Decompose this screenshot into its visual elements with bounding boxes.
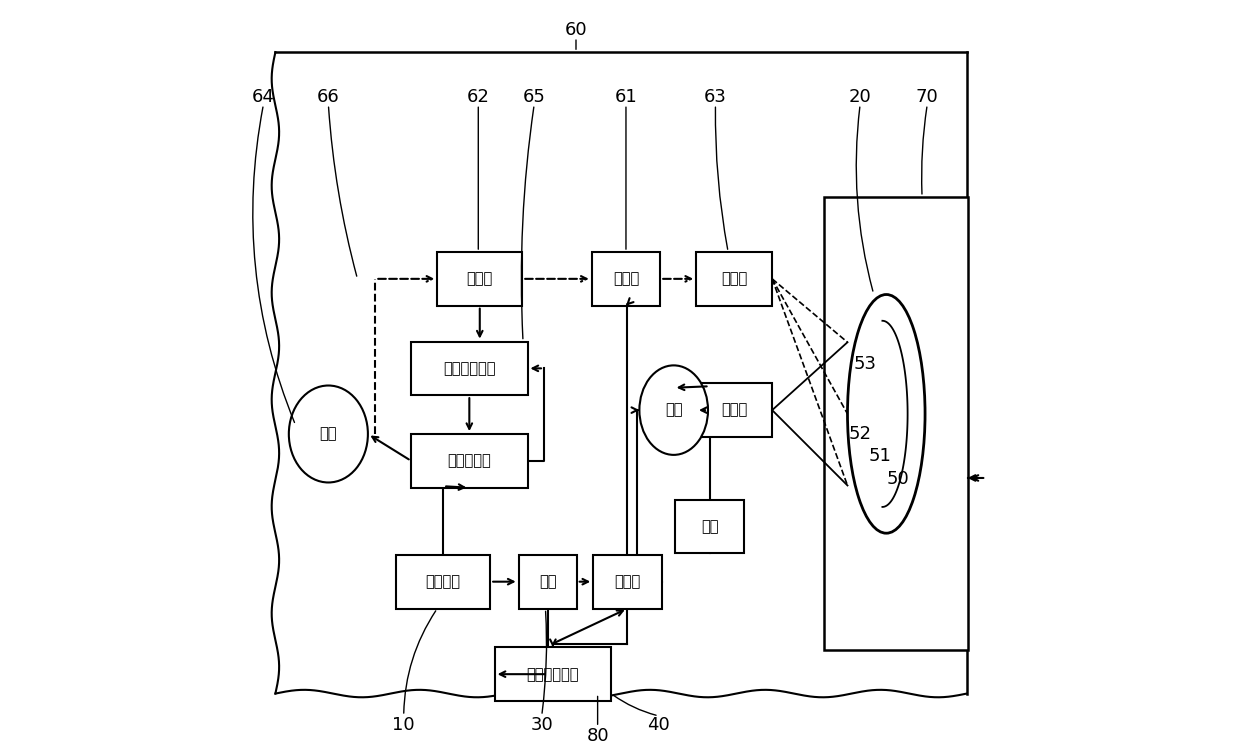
Text: 车身电源: 车身电源 bbox=[425, 574, 461, 589]
Bar bbox=[823, 197, 967, 650]
Text: 喷水嘴: 喷水嘴 bbox=[720, 403, 748, 418]
Text: 20: 20 bbox=[849, 88, 872, 106]
Ellipse shape bbox=[289, 386, 368, 482]
Text: 63: 63 bbox=[704, 88, 727, 106]
Text: 62: 62 bbox=[466, 88, 490, 106]
Text: 储气罐: 储气罐 bbox=[466, 271, 494, 286]
Bar bbox=[412, 434, 527, 488]
Text: 30: 30 bbox=[531, 716, 553, 734]
Text: 40: 40 bbox=[647, 716, 670, 734]
Text: 气泵: 气泵 bbox=[320, 426, 337, 441]
Text: 70: 70 bbox=[916, 88, 939, 106]
Text: 52: 52 bbox=[848, 425, 872, 443]
Bar bbox=[438, 252, 522, 306]
Text: 控制器: 控制器 bbox=[614, 574, 641, 589]
Text: 65: 65 bbox=[523, 88, 546, 106]
Bar bbox=[397, 555, 490, 608]
Text: 66: 66 bbox=[317, 88, 340, 106]
Text: 51: 51 bbox=[868, 447, 892, 465]
Bar bbox=[676, 500, 744, 554]
Text: 气压探测开关: 气压探测开关 bbox=[443, 361, 496, 376]
Bar bbox=[593, 555, 662, 608]
Bar bbox=[412, 342, 527, 395]
Text: 60: 60 bbox=[564, 21, 588, 39]
Bar bbox=[696, 252, 773, 306]
Bar bbox=[591, 252, 660, 306]
Text: 50: 50 bbox=[887, 470, 909, 488]
Text: 电磁阀: 电磁阀 bbox=[613, 271, 639, 286]
Text: 64: 64 bbox=[252, 88, 275, 106]
Text: 喷气嘴: 喷气嘴 bbox=[720, 271, 748, 286]
Text: 水泵: 水泵 bbox=[665, 403, 682, 418]
Bar bbox=[518, 555, 577, 608]
Bar bbox=[696, 383, 773, 437]
Text: 61: 61 bbox=[615, 88, 637, 106]
Text: 80: 80 bbox=[587, 727, 609, 745]
Text: 10: 10 bbox=[392, 716, 415, 734]
Text: 图像分析模块: 图像分析模块 bbox=[527, 667, 579, 682]
Text: 开关: 开关 bbox=[539, 574, 557, 589]
Bar bbox=[495, 647, 611, 701]
Text: 水箱: 水箱 bbox=[701, 519, 718, 534]
Ellipse shape bbox=[640, 366, 708, 455]
Ellipse shape bbox=[847, 294, 925, 533]
Text: 53: 53 bbox=[853, 355, 877, 373]
Text: 固态继电器: 固态继电器 bbox=[448, 453, 491, 468]
